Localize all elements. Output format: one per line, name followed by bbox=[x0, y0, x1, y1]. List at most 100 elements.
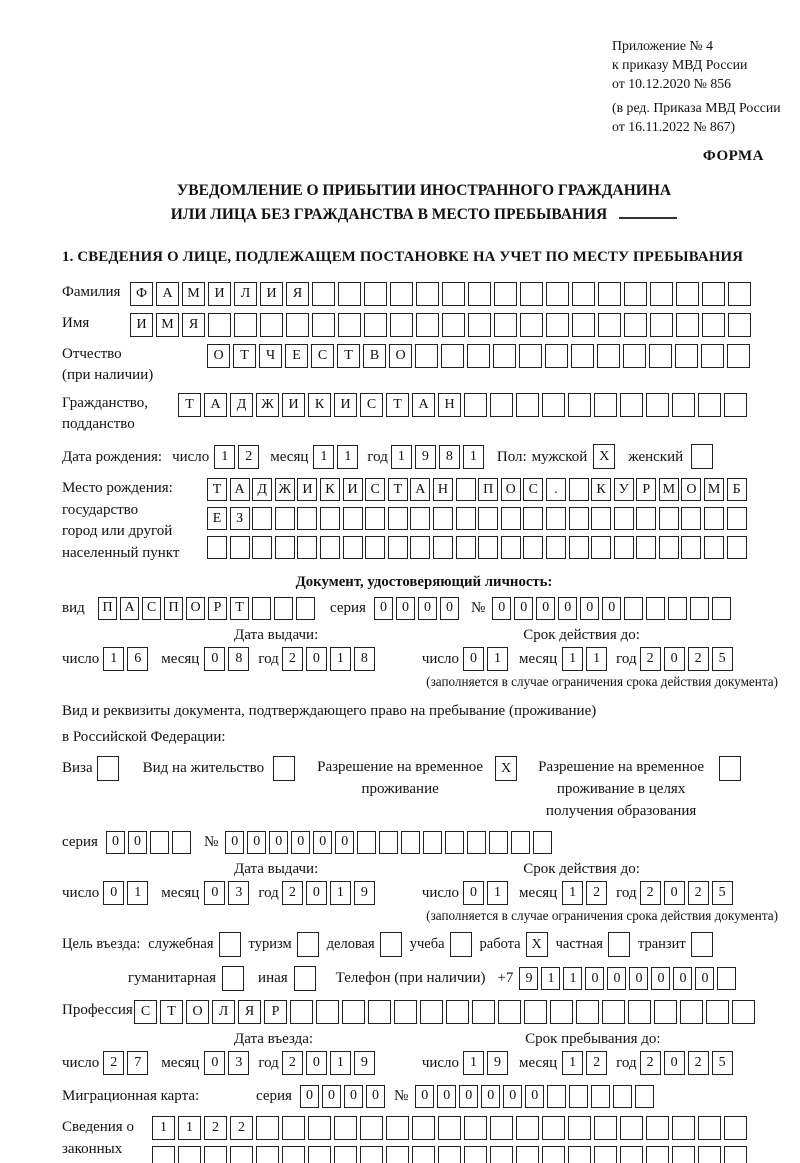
char-box[interactable] bbox=[591, 507, 612, 530]
char-box[interactable] bbox=[519, 344, 542, 368]
char-box[interactable]: 0 bbox=[313, 830, 333, 854]
char-box[interactable]: 0 bbox=[395, 596, 415, 620]
char-box[interactable]: Т bbox=[160, 1000, 183, 1024]
char-box[interactable] bbox=[498, 1000, 521, 1024]
char-box[interactable]: Л bbox=[234, 282, 257, 306]
purpose-humanitarian-checkbox[interactable] bbox=[222, 966, 245, 991]
char-box[interactable] bbox=[494, 313, 517, 337]
char-box[interactable]: Е bbox=[285, 344, 308, 368]
char-box[interactable]: 0 bbox=[629, 967, 649, 990]
char-box[interactable] bbox=[149, 830, 169, 854]
char-box[interactable]: 1 bbox=[214, 444, 236, 469]
char-box[interactable]: 1 bbox=[562, 881, 584, 905]
char-box[interactable] bbox=[571, 344, 594, 368]
char-box[interactable] bbox=[489, 830, 509, 854]
char-box[interactable] bbox=[542, 1146, 565, 1163]
char-box[interactable] bbox=[680, 1000, 703, 1024]
char-box[interactable]: К bbox=[591, 478, 612, 501]
char-box[interactable] bbox=[178, 1146, 201, 1163]
char-box[interactable] bbox=[624, 596, 644, 620]
char-box[interactable] bbox=[646, 393, 669, 417]
char-box[interactable] bbox=[550, 1000, 573, 1024]
char-box[interactable] bbox=[490, 393, 513, 417]
char-box[interactable] bbox=[229, 536, 250, 559]
char-box[interactable]: 1 bbox=[103, 647, 125, 671]
char-box[interactable]: 0 bbox=[663, 881, 685, 905]
char-box[interactable]: 0 bbox=[204, 1051, 226, 1075]
char-box[interactable] bbox=[342, 1000, 365, 1024]
char-box[interactable] bbox=[712, 596, 732, 620]
char-box[interactable]: 1 bbox=[178, 1116, 201, 1140]
char-box[interactable] bbox=[724, 393, 747, 417]
char-box[interactable]: 9 bbox=[353, 881, 375, 905]
char-box[interactable]: 0 bbox=[305, 647, 327, 671]
char-box[interactable] bbox=[698, 393, 721, 417]
char-box[interactable] bbox=[516, 1146, 539, 1163]
char-box[interactable] bbox=[545, 507, 566, 530]
purpose-tourism-checkbox[interactable] bbox=[296, 932, 319, 957]
char-box[interactable]: 0 bbox=[247, 830, 267, 854]
char-box[interactable] bbox=[516, 1116, 539, 1140]
char-box[interactable]: Н bbox=[432, 478, 453, 501]
char-box[interactable]: П bbox=[98, 596, 117, 620]
char-box[interactable] bbox=[568, 393, 591, 417]
char-box[interactable] bbox=[308, 1116, 331, 1140]
char-box[interactable] bbox=[516, 393, 539, 417]
char-box[interactable]: 2 bbox=[639, 647, 661, 671]
char-box[interactable] bbox=[252, 536, 273, 559]
char-box[interactable] bbox=[646, 1116, 669, 1140]
char-box[interactable] bbox=[368, 1000, 391, 1024]
char-box[interactable]: 2 bbox=[687, 647, 709, 671]
char-box[interactable]: 8 bbox=[228, 647, 250, 671]
char-box[interactable]: 1 bbox=[586, 647, 608, 671]
char-box[interactable] bbox=[546, 282, 569, 306]
char-box[interactable]: П bbox=[478, 478, 499, 501]
char-box[interactable] bbox=[576, 1000, 599, 1024]
char-box[interactable] bbox=[613, 1084, 633, 1108]
char-box[interactable] bbox=[234, 313, 257, 337]
char-box[interactable]: 0 bbox=[437, 1084, 457, 1108]
char-box[interactable] bbox=[432, 507, 453, 530]
char-box[interactable] bbox=[412, 1146, 435, 1163]
char-box[interactable]: 0 bbox=[417, 596, 437, 620]
char-box[interactable] bbox=[511, 830, 531, 854]
char-box[interactable] bbox=[442, 313, 465, 337]
char-box[interactable]: 2 bbox=[281, 647, 303, 671]
char-box[interactable] bbox=[387, 536, 408, 559]
char-box[interactable]: 0 bbox=[585, 967, 605, 990]
char-box[interactable] bbox=[572, 282, 595, 306]
char-box[interactable] bbox=[658, 507, 679, 530]
char-box[interactable] bbox=[568, 478, 589, 501]
char-box[interactable]: У bbox=[613, 478, 634, 501]
char-box[interactable] bbox=[672, 1146, 695, 1163]
char-box[interactable] bbox=[728, 282, 751, 306]
char-box[interactable] bbox=[620, 1116, 643, 1140]
char-box[interactable]: 3 bbox=[228, 881, 250, 905]
char-box[interactable] bbox=[704, 536, 725, 559]
char-box[interactable] bbox=[726, 536, 747, 559]
purpose-business-checkbox[interactable] bbox=[379, 932, 402, 957]
char-box[interactable]: О bbox=[207, 344, 230, 368]
char-box[interactable] bbox=[432, 536, 453, 559]
char-box[interactable]: 2 bbox=[586, 881, 608, 905]
purpose-other-checkbox[interactable] bbox=[293, 966, 316, 991]
char-box[interactable] bbox=[649, 344, 672, 368]
char-box[interactable]: 0 bbox=[463, 881, 485, 905]
char-box[interactable]: М bbox=[156, 313, 179, 337]
char-box[interactable] bbox=[208, 313, 231, 337]
char-box[interactable] bbox=[319, 507, 340, 530]
char-box[interactable]: И bbox=[130, 313, 153, 337]
char-box[interactable]: П bbox=[164, 596, 183, 620]
char-box[interactable] bbox=[546, 313, 569, 337]
char-box[interactable]: Т bbox=[207, 478, 227, 501]
char-box[interactable]: Ч bbox=[259, 344, 282, 368]
